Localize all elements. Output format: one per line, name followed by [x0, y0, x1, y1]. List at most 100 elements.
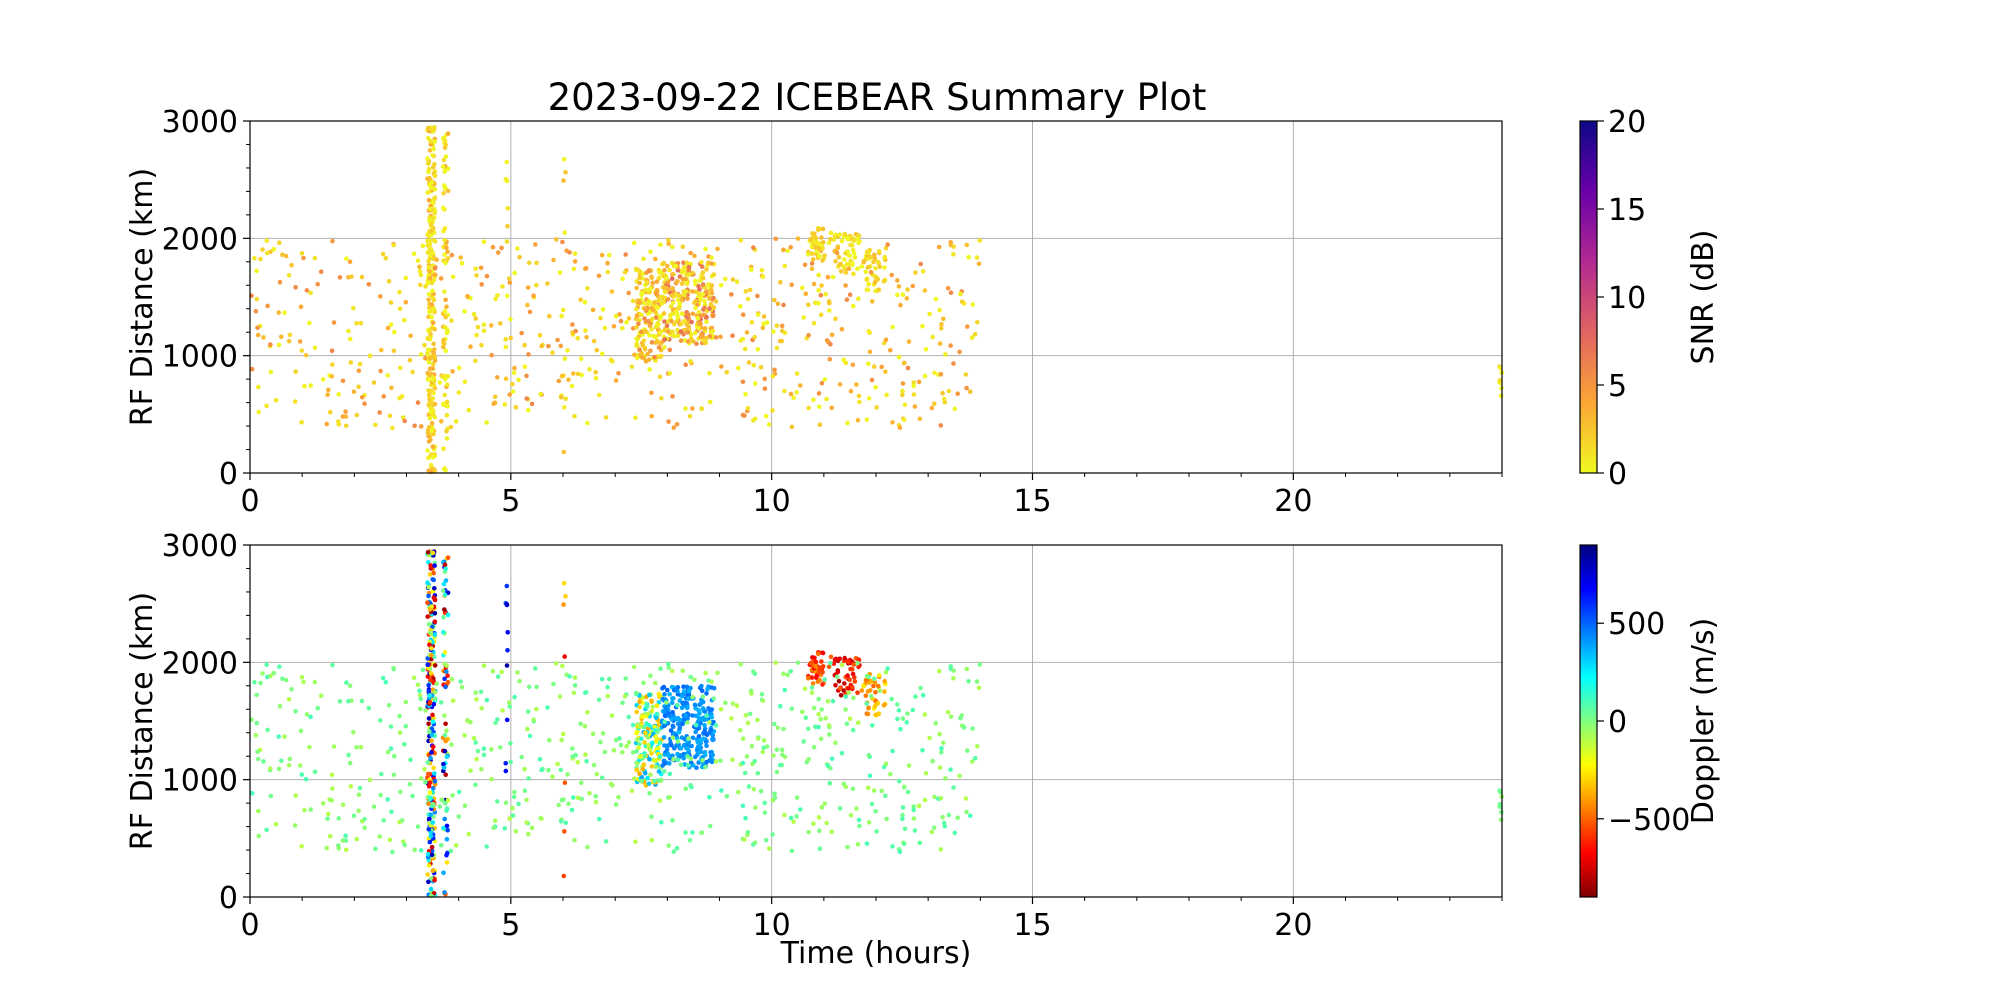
data-point: [743, 713, 749, 718]
data-point: [379, 347, 384, 353]
data-point: [443, 297, 448, 303]
data-point: [844, 297, 850, 303]
data-point: [666, 661, 671, 667]
data-point: [683, 362, 688, 368]
data-point: [634, 767, 639, 773]
data-point: [656, 298, 662, 303]
data-point: [425, 550, 431, 555]
data-point: [444, 728, 449, 733]
data-point: [474, 273, 479, 278]
data-point: [646, 723, 652, 728]
data-point: [825, 274, 831, 280]
figure-title: 2023-09-22 ICEBEAR Summary Plot: [548, 76, 1207, 119]
data-point: [426, 621, 432, 627]
data-point: [593, 794, 598, 799]
data-point: [428, 331, 433, 337]
data-point: [906, 339, 912, 344]
data-point: [492, 394, 498, 400]
data-point: [724, 370, 730, 375]
data-point: [567, 250, 572, 255]
data-point: [381, 394, 387, 399]
data-point: [889, 696, 894, 702]
data-point: [510, 813, 516, 818]
data-point: [751, 786, 757, 792]
data-point: [883, 245, 889, 251]
data-point: [478, 265, 484, 271]
data-point: [646, 357, 652, 363]
data-point: [679, 297, 685, 303]
data-point: [854, 806, 859, 811]
data-point: [831, 237, 837, 242]
data-point: [254, 268, 259, 274]
data-point: [809, 685, 815, 690]
data-point: [545, 705, 550, 710]
data-point: [664, 700, 669, 705]
data-point: [441, 401, 446, 407]
data-point: [667, 795, 672, 800]
data-point: [679, 694, 685, 699]
data-point: [740, 379, 746, 385]
data-point: [865, 265, 871, 270]
data-point: [816, 815, 822, 820]
data-point: [441, 341, 447, 347]
data-point: [308, 807, 314, 812]
data-point: [898, 726, 903, 732]
data-point: [700, 694, 706, 699]
data-point: [901, 841, 907, 847]
data-point: [690, 270, 695, 276]
data-point: [417, 693, 423, 698]
data-point: [637, 318, 642, 323]
data-point: [856, 664, 861, 670]
data-point: [563, 594, 568, 599]
data-point: [653, 764, 659, 769]
data-point: [866, 329, 871, 334]
data-point: [964, 809, 969, 815]
data-point: [895, 278, 900, 283]
data-point: [659, 396, 664, 401]
data-point: [459, 260, 465, 266]
data-point: [304, 288, 310, 293]
data-point: [572, 259, 578, 264]
data-point: [402, 842, 408, 848]
data-point: [427, 206, 433, 212]
data-point: [527, 733, 533, 739]
data-point: [729, 716, 734, 721]
data-point: [902, 826, 908, 832]
data-point: [443, 738, 449, 744]
data-point: [434, 681, 440, 687]
data-point: [966, 679, 971, 684]
data-point: [933, 720, 939, 726]
data-point: [937, 731, 942, 737]
data-point: [473, 690, 479, 695]
data-point: [820, 226, 826, 232]
data-point: [425, 851, 431, 857]
data-point: [510, 381, 515, 387]
data-point: [426, 305, 432, 310]
data-point: [373, 422, 378, 428]
data-point: [938, 796, 944, 801]
data-point: [707, 794, 712, 800]
data-point: [842, 257, 847, 262]
data-point: [855, 236, 860, 242]
data-point: [713, 759, 719, 764]
data-point: [890, 748, 895, 754]
data-point: [647, 791, 652, 796]
data-point: [866, 753, 871, 758]
data-point: [670, 724, 676, 729]
data-point: [380, 675, 386, 681]
data-point: [666, 237, 671, 243]
data-point: [738, 304, 743, 309]
data-point: [320, 801, 326, 806]
data-point: [430, 868, 436, 874]
data-point: [836, 254, 842, 260]
data-point: [685, 296, 690, 301]
data-point: [639, 312, 644, 318]
data-point: [876, 287, 882, 293]
data-point: [516, 801, 521, 807]
data-point: [896, 778, 902, 784]
data-point: [432, 782, 438, 787]
data-point: [277, 664, 282, 669]
data-point: [575, 760, 580, 765]
data-point: [642, 753, 648, 758]
data-point: [723, 700, 728, 706]
